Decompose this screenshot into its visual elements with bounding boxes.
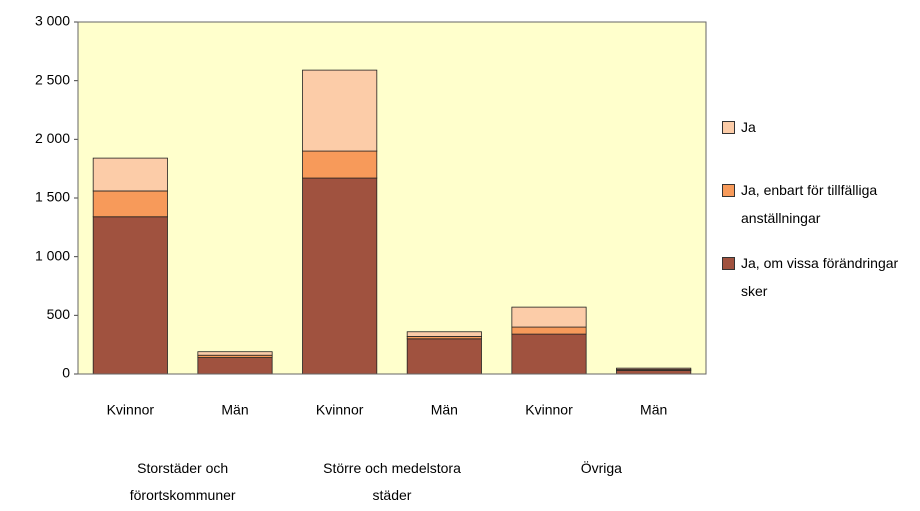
bar-segment — [302, 150, 378, 179]
bar-segment — [616, 370, 692, 375]
y-tick-label: 2 500 — [35, 71, 70, 87]
legend-item: Ja, om vissa förändringar sker — [722, 249, 912, 305]
bar-segment — [616, 367, 692, 370]
y-tick-label: 3 000 — [35, 13, 70, 29]
legend-label: Ja — [741, 119, 756, 135]
x-tick-label: Kvinnor — [525, 402, 573, 418]
y-tick-label: 2 000 — [35, 130, 70, 146]
legend-swatch — [722, 257, 735, 270]
legend-item: Ja — [722, 113, 912, 141]
x-tick-label: Män — [431, 402, 458, 418]
plot-area — [78, 22, 706, 374]
group-label: Större och medelstora städer — [323, 460, 461, 503]
x-tick-label: Kvinnor — [316, 402, 364, 418]
group-label: Övriga — [580, 460, 622, 476]
x-tick-label: Män — [221, 402, 248, 418]
bar-segment — [302, 177, 378, 375]
x-tick-label: Män — [640, 402, 667, 418]
bar-segment — [406, 338, 482, 375]
bar-segment — [197, 357, 273, 375]
bar-segment — [92, 157, 168, 192]
y-tick-label: 1 500 — [35, 189, 70, 205]
y-tick-label: 500 — [47, 306, 71, 322]
legend-swatch — [722, 184, 735, 197]
bar-segment — [92, 216, 168, 375]
plot-border — [77, 21, 707, 375]
legend-item: Ja, enbart för tillfälliga anställningar — [722, 176, 912, 232]
bar-segment — [197, 351, 273, 356]
legend-label: Ja, enbart för tillfälliga anställningar — [741, 182, 878, 226]
legend-label: Ja, om vissa förändringar sker — [741, 255, 899, 299]
x-tick-label: Kvinnor — [107, 402, 155, 418]
group-label: Storstäder och förortskommuner — [129, 460, 236, 503]
bar-segment — [511, 326, 587, 335]
bar-segment — [511, 333, 587, 375]
bar-segment — [302, 69, 378, 152]
bar-segment — [92, 190, 168, 218]
y-tick-label: 0 — [62, 365, 70, 381]
legend-swatch — [722, 121, 735, 134]
bar-segment — [511, 306, 587, 328]
bar-segment — [406, 331, 482, 337]
y-tick-label: 1 000 — [35, 247, 70, 263]
